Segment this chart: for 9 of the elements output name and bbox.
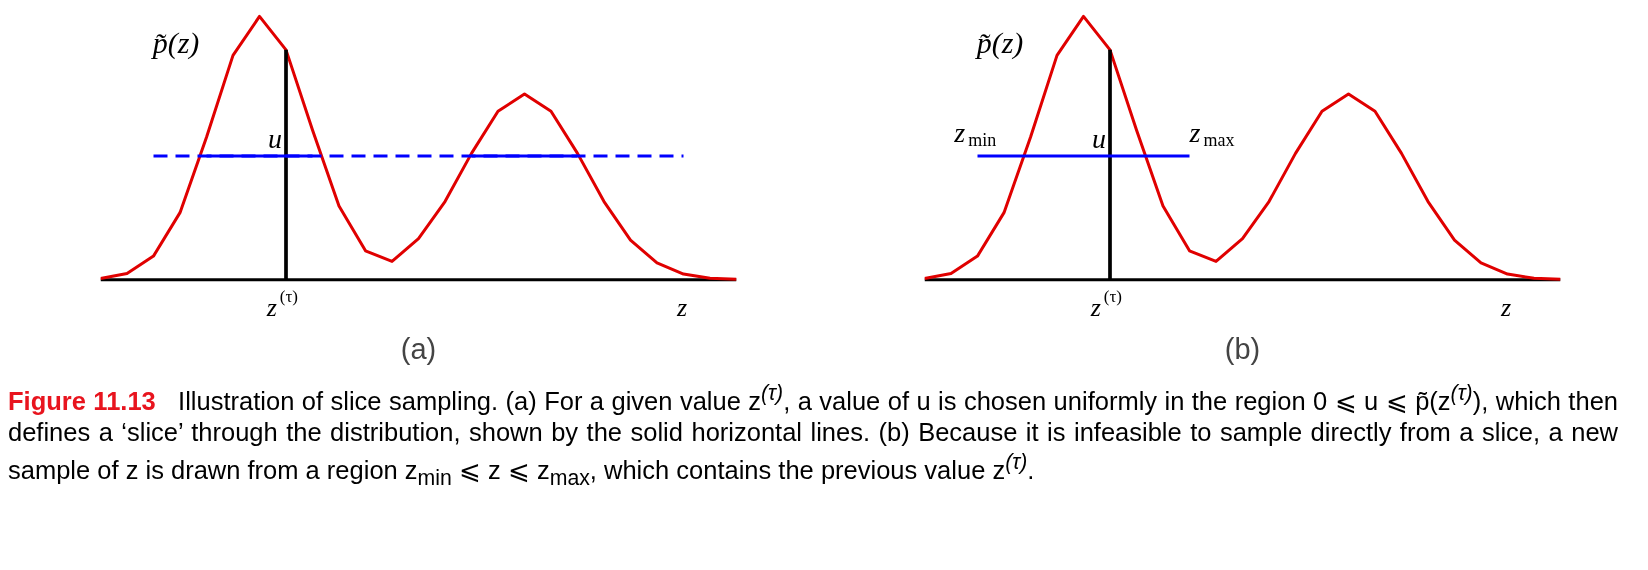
x-tick-label: z xyxy=(1500,293,1512,323)
x-tick-label: z xyxy=(676,293,688,323)
x-axis-title: (b) xyxy=(1224,332,1261,365)
annotation: u xyxy=(268,122,283,154)
caption: Figure 11.13 xyxy=(8,386,156,415)
x-axis-title: (a) xyxy=(400,332,437,365)
annotation: u xyxy=(1092,122,1107,154)
annotation: p̃(z) xyxy=(150,26,200,61)
annotation: p̃(z) xyxy=(974,26,1024,61)
